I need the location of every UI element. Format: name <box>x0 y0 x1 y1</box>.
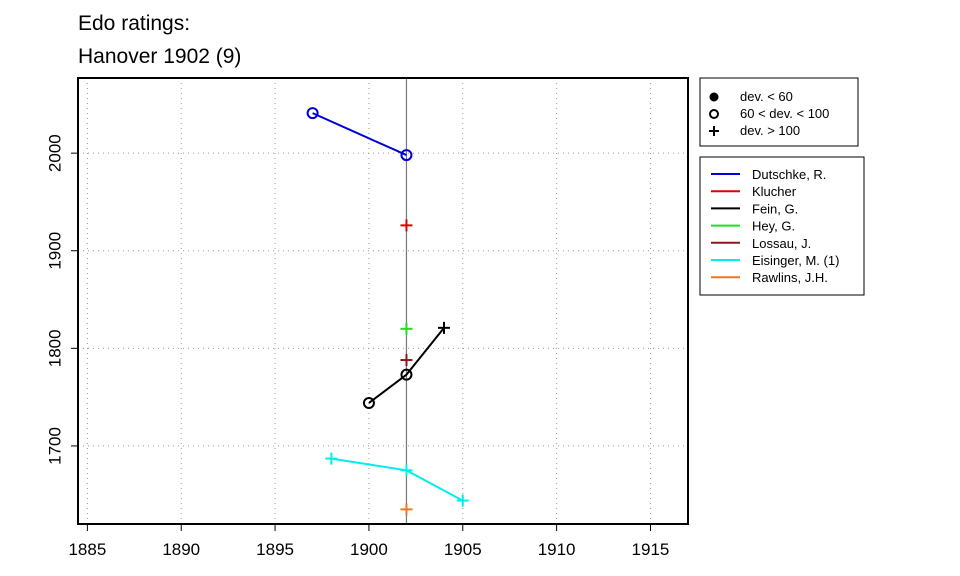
point-eisinger-m-1-1 <box>400 464 413 477</box>
series-rawlins-j-h <box>400 503 413 516</box>
series-klucher <box>400 219 413 232</box>
symbol-legend-box <box>699 77 859 147</box>
series-hey-g <box>400 322 413 335</box>
legends: dev. < 60 60 < dev. < 100 dev. > 100 Dutsch… <box>699 77 865 296</box>
point-dutschke-r-1 <box>400 149 413 162</box>
series-dutschke-r <box>306 107 413 162</box>
chart-title-line-1: Edo ratings: <box>78 12 190 35</box>
symbol-legend-marker-0 <box>709 92 719 102</box>
series-legend: Dutschke, R. Klucher Fein, G. Hey, G. Lossau… <box>699 156 865 296</box>
series-line-fein-g <box>368 327 445 404</box>
symbol-legend-label: dev. < 60 <box>740 89 793 104</box>
point-eisinger-m-1-2 <box>456 494 469 507</box>
y-tick-label: 2000 <box>45 134 64 172</box>
legend-label-fein-g: Fein, G. <box>752 201 798 216</box>
chart-title-line-2: Hanover 1902 (9) <box>78 45 241 68</box>
symbol-legend-marker-1 <box>709 109 719 119</box>
x-tick-label: 1915 <box>632 540 670 559</box>
grid <box>78 78 688 524</box>
point-fein-g-2 <box>438 321 450 334</box>
point-hey-g-0 <box>400 322 413 335</box>
y-tick-label: 1800 <box>45 329 64 367</box>
legend-label-lossau-j: Lossau, J. <box>752 236 811 251</box>
point-lossau-j-0 <box>400 354 413 367</box>
symbol-legend-label: 60 < dev. < 100 <box>740 106 829 121</box>
point-fein-g-0 <box>362 396 375 409</box>
point-fein-g-1 <box>400 368 413 381</box>
x-tick-label: 1900 <box>350 540 388 559</box>
legend-label-hey-g: Hey, G. <box>752 219 795 234</box>
series-group <box>306 107 469 516</box>
x-tick-label: 1905 <box>444 540 482 559</box>
symbol-legend-label: dev. > 100 <box>740 123 800 138</box>
x-tick-label: 1885 <box>68 540 106 559</box>
series-line-dutschke-r <box>312 112 407 157</box>
x-tick-label: 1890 <box>162 540 200 559</box>
legend-label-klucher: Klucher <box>752 184 797 199</box>
symbol-legend: dev. < 60 60 < dev. < 100 dev. > 100 <box>699 77 859 147</box>
point-dutschke-r-0 <box>306 107 319 120</box>
legend-label-eisinger-m-1: Eisinger, M. (1) <box>752 253 839 268</box>
y-tick-label: 1700 <box>45 427 64 465</box>
legend-label-rawlins-j-h: Rawlins, J.H. <box>752 270 828 285</box>
symbol-legend-marker-2 <box>709 126 719 136</box>
axes: 1885 1890 1895 1900 1905 1910 1915 1700 1800 1900… <box>45 134 669 559</box>
series-line-eisinger-m-1 <box>331 457 464 502</box>
point-klucher-0 <box>400 219 413 232</box>
point-rawlins-j-h-0 <box>400 503 413 516</box>
y-tick-label: 1900 <box>45 232 64 270</box>
legend-label-dutschke-r: Dutschke, R. <box>752 167 826 182</box>
series-eisinger-m-1 <box>325 452 469 507</box>
series-lossau-j <box>400 354 413 367</box>
series-fein-g <box>362 321 450 409</box>
x-tick-label: 1910 <box>538 540 576 559</box>
point-eisinger-m-1-0 <box>325 452 338 465</box>
x-tick-label: 1895 <box>256 540 294 559</box>
